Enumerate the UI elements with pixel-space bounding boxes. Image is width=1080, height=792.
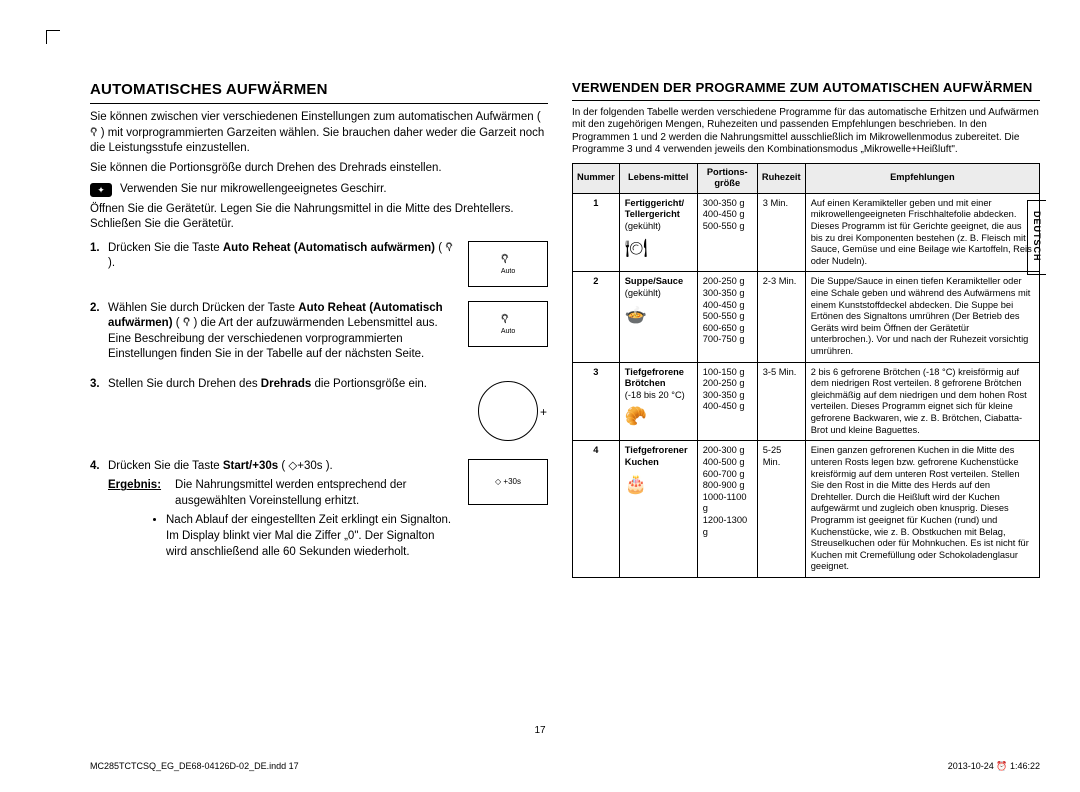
step-4: Drücken Sie die Taste Start/+30s ( ◇+30s… bbox=[90, 459, 548, 560]
cell-food: Tiefgefrorene Brötchen(-18 bis 20 °C)🥐 bbox=[619, 362, 697, 441]
steps-list: Drücken Sie die Taste Auto Reheat (Autom… bbox=[90, 241, 548, 560]
footer-left: MC285TCTCSQ_EG_DE68-04126D-02_DE.indd 17 bbox=[90, 761, 299, 772]
step4-figure: ◇ +30s bbox=[468, 459, 548, 505]
food-icon: 🍽 bbox=[625, 239, 692, 257]
right-intro: In der folgenden Tabelle werden verschie… bbox=[572, 107, 1040, 157]
step3-figure bbox=[468, 377, 548, 445]
crop-mark bbox=[46, 30, 60, 44]
cell-rest: 5-25 Min. bbox=[757, 441, 805, 578]
two-column-layout: AUTOMATISCHES AUFWÄRMEN Sie können zwisc… bbox=[90, 80, 1040, 578]
cell-food: Fertiggericht/ Tellergericht(gekühlt)🍽 bbox=[619, 193, 697, 272]
cell-food: Tiefgefrorener Kuchen🎂 bbox=[619, 441, 697, 578]
page-footer: MC285TCTCSQ_EG_DE68-04126D-02_DE.indd 17… bbox=[90, 761, 1040, 772]
left-intro3: Öffnen Sie die Gerätetür. Legen Sie die … bbox=[90, 202, 548, 233]
th-food: Lebens-mittel bbox=[619, 163, 697, 193]
food-icon: 🎂 bbox=[625, 475, 692, 493]
cell-portion: 200-300 g400-500 g600-700 g800-900 g1000… bbox=[697, 441, 757, 578]
footer-right: 2013-10-24 ⏰ 1:46:22 bbox=[948, 761, 1040, 772]
step-2: Wählen Sie durch Drücken der Taste Auto … bbox=[90, 301, 548, 363]
result-bullet: Nach Ablauf der eingestellten Zeit erkli… bbox=[166, 513, 458, 560]
step1-figure: 𖡊 Auto bbox=[468, 241, 548, 287]
cell-portion: 100-150 g200-250 g300-350 g400-450 g bbox=[697, 362, 757, 441]
cell-rest: 2-3 Min. bbox=[757, 272, 805, 362]
th-rec: Empfehlungen bbox=[805, 163, 1039, 193]
step-3: Stellen Sie durch Drehen des Drehrads di… bbox=[90, 377, 548, 445]
table-row: 3Tiefgefrorene Brötchen(-18 bis 20 °C)🥐1… bbox=[573, 362, 1040, 441]
table-row: 1Fertiggericht/ Tellergericht(gekühlt)🍽3… bbox=[573, 193, 1040, 272]
cell-rest: 3-5 Min. bbox=[757, 362, 805, 441]
note-icon: ✦ bbox=[90, 183, 112, 197]
left-intro2: Sie können die Portionsgröße durch Drehe… bbox=[90, 161, 548, 177]
cell-rest: 3 Min. bbox=[757, 193, 805, 272]
cell-rec: Auf einen Keramikteller geben und mit ei… bbox=[805, 193, 1039, 272]
cell-number: 2 bbox=[573, 272, 620, 362]
table-row: 2Suppe/Sauce(gekühlt)🍲200-250 g300-350 g… bbox=[573, 272, 1040, 362]
food-icon: 🥐 bbox=[625, 407, 692, 425]
note-text: Verwenden Sie nur mikrowellengeeignetes … bbox=[120, 182, 387, 198]
right-column: VERWENDEN DER PROGRAMME ZUM AUTOMATISCHE… bbox=[572, 80, 1040, 578]
page-number: 17 bbox=[534, 725, 545, 736]
cell-rec: Die Suppe/Sauce in einen tiefen Keramikt… bbox=[805, 272, 1039, 362]
th-rest: Ruhezeit bbox=[757, 163, 805, 193]
th-number: Nummer bbox=[573, 163, 620, 193]
program-table: Nummer Lebens-mittel Portions-größe Ruhe… bbox=[572, 163, 1040, 579]
table-header-row: Nummer Lebens-mittel Portions-größe Ruhe… bbox=[573, 163, 1040, 193]
th-portion: Portions-größe bbox=[697, 163, 757, 193]
step2-figure: 𖡊 Auto bbox=[468, 301, 548, 347]
cell-number: 4 bbox=[573, 441, 620, 578]
cell-rec: 2 bis 6 gefrorene Brötchen (-18 °C) krei… bbox=[805, 362, 1039, 441]
left-column: AUTOMATISCHES AUFWÄRMEN Sie können zwisc… bbox=[90, 80, 548, 578]
cell-number: 3 bbox=[573, 362, 620, 441]
cell-food: Suppe/Sauce(gekühlt)🍲 bbox=[619, 272, 697, 362]
language-tab: DEUTSCH bbox=[1027, 200, 1046, 275]
cell-portion: 200-250 g300-350 g400-450 g500-550 g600-… bbox=[697, 272, 757, 362]
cell-portion: 300-350 g400-450 g500-550 g bbox=[697, 193, 757, 272]
cell-number: 1 bbox=[573, 193, 620, 272]
left-intro1: Sie können zwischen vier verschiedenen E… bbox=[90, 110, 548, 157]
left-heading: AUTOMATISCHES AUFWÄRMEN bbox=[90, 80, 548, 104]
manual-page: DEUTSCH AUTOMATISCHES AUFWÄRMEN Sie könn… bbox=[0, 0, 1080, 792]
result-label: Ergebnis: bbox=[108, 478, 161, 509]
cell-rec: Einen ganzen gefrorenen Kuchen in die Mi… bbox=[805, 441, 1039, 578]
language-tab-label: DEUTSCH bbox=[1032, 211, 1042, 262]
result-bullets: Nach Ablauf der eingestellten Zeit erkli… bbox=[166, 513, 458, 560]
note-row: ✦ Verwenden Sie nur mikrowellengeeignete… bbox=[90, 182, 548, 198]
step-1: Drücken Sie die Taste Auto Reheat (Autom… bbox=[90, 241, 548, 287]
table-row: 4Tiefgefrorener Kuchen🎂200-300 g400-500 … bbox=[573, 441, 1040, 578]
right-heading: VERWENDEN DER PROGRAMME ZUM AUTOMATISCHE… bbox=[572, 80, 1040, 101]
result-text: Die Nahrungsmittel werden entsprechend d… bbox=[175, 478, 458, 509]
food-icon: 🍲 bbox=[625, 306, 692, 324]
